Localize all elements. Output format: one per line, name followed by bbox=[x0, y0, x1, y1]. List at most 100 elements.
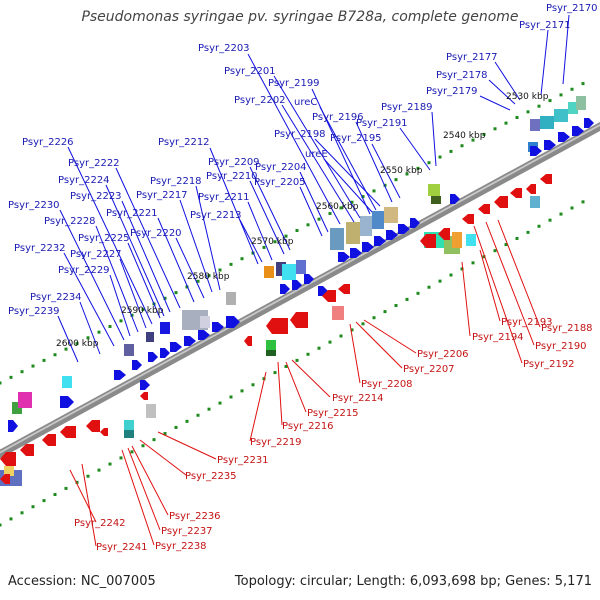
forward-gene-label: Psyr_2217 bbox=[136, 190, 188, 201]
forward-gene-label: Psyr_2189 bbox=[381, 102, 433, 113]
reverse-gene-arrow bbox=[86, 420, 100, 432]
tick-mark-inner bbox=[449, 273, 453, 277]
tick-mark-inner bbox=[295, 358, 299, 362]
forward-leader-line bbox=[121, 200, 171, 313]
forward-gene-arrow bbox=[160, 348, 170, 358]
reverse-gene-label: Psyr_2193 bbox=[501, 317, 553, 328]
feature-box bbox=[266, 350, 276, 356]
tick-mark-outer bbox=[449, 149, 453, 153]
forward-leader-line bbox=[119, 258, 147, 329]
feature-box bbox=[346, 222, 360, 244]
tick-mark-inner bbox=[141, 444, 145, 448]
tick-marks bbox=[0, 82, 585, 527]
genome-title: Pseudomonas syringae pv. syringae B728a,… bbox=[81, 9, 519, 25]
tick-mark-outer bbox=[130, 313, 134, 317]
feature-box bbox=[12, 402, 22, 414]
tick-mark-outer bbox=[229, 262, 233, 266]
forward-leader-line bbox=[57, 315, 79, 363]
reverse-gene-label: Psyr_2192 bbox=[523, 359, 575, 370]
tick-mark-outer bbox=[493, 127, 497, 131]
feature-box bbox=[360, 216, 372, 236]
forward-leader-line bbox=[63, 252, 115, 347]
reverse-gene-arrow bbox=[420, 234, 436, 248]
tick-mark-outer bbox=[31, 364, 35, 368]
tick-mark-outer bbox=[339, 206, 343, 210]
tick-mark-inner bbox=[416, 291, 420, 295]
tick-mark-outer bbox=[317, 217, 321, 221]
gene-labels: Psyr_2170 Psyr_2171 Psyr_2177 Psyr_2178 Psyr… bbox=[8, 3, 598, 553]
tick-mark-inner bbox=[526, 230, 530, 234]
forward-gene-label: Psyr_2191 bbox=[356, 118, 408, 129]
tick-mark-outer bbox=[548, 99, 552, 103]
tick-mark-inner bbox=[537, 224, 541, 228]
tick-mark-inner bbox=[0, 523, 2, 527]
tick-mark-inner bbox=[97, 468, 101, 472]
tick-mark-inner bbox=[438, 279, 442, 283]
reverse-leader-line bbox=[473, 225, 523, 364]
forward-leader-line bbox=[195, 185, 221, 291]
tick-mark-outer bbox=[460, 144, 464, 148]
tick-mark-outer bbox=[20, 370, 24, 374]
reverse-gene-arrow bbox=[60, 426, 76, 438]
reverse-gene-arrow bbox=[540, 174, 552, 184]
tick-mark-outer bbox=[185, 285, 189, 289]
reverse-gene-arrow bbox=[526, 184, 536, 194]
forward-gene-label: Psyr_2198 bbox=[274, 129, 326, 140]
reverse-gene-label: Psyr_2206 bbox=[417, 349, 469, 360]
tick-mark-inner bbox=[460, 267, 464, 271]
tick-mark-inner bbox=[251, 383, 255, 387]
reverse-gene-label: Psyr_2208 bbox=[361, 379, 413, 390]
tick-mark-inner bbox=[515, 236, 519, 240]
reverse-leader-line bbox=[363, 319, 417, 354]
kbp-label: 2540 kbp bbox=[443, 131, 486, 141]
reverse-leader-line bbox=[355, 321, 403, 369]
reverse-gene-arrow bbox=[100, 428, 108, 436]
tick-mark-inner bbox=[317, 346, 321, 350]
tick-mark-outer bbox=[328, 212, 332, 216]
feature-box bbox=[62, 376, 72, 388]
tick-mark-outer bbox=[240, 257, 244, 261]
reverse-gene-arrow bbox=[438, 228, 450, 240]
accession-text: Accession: NC_007005 bbox=[8, 574, 156, 589]
tick-mark-inner bbox=[504, 243, 508, 247]
tick-mark-inner bbox=[240, 389, 244, 393]
forward-gene-label: Psyr_2201 bbox=[224, 66, 276, 77]
forward-leader-line bbox=[239, 219, 263, 263]
tick-mark-outer bbox=[504, 121, 508, 125]
forward-leader-line bbox=[249, 166, 291, 251]
reverse-gene-arrow bbox=[266, 318, 288, 334]
forward-gene-label: Psyr_2202 bbox=[234, 95, 286, 106]
forward-leader-line bbox=[314, 138, 381, 207]
feature-box bbox=[554, 109, 568, 122]
reverse-leader-line bbox=[285, 361, 307, 413]
forward-leader-line bbox=[175, 237, 205, 299]
reverse-leader-line bbox=[497, 219, 541, 328]
forward-gene-arrow bbox=[410, 218, 420, 228]
reverse-gene-label: Psyr_2237 bbox=[161, 526, 213, 537]
forward-gene-label: Psyr_2210 bbox=[206, 171, 258, 182]
forward-gene-label: Psyr_2209 bbox=[208, 157, 260, 168]
tick-mark-inner bbox=[372, 316, 376, 320]
tick-mark-outer bbox=[42, 358, 46, 362]
feature-box bbox=[276, 262, 286, 276]
forward-gene-arrow bbox=[132, 360, 142, 370]
forward-leader-line bbox=[323, 158, 373, 213]
forward-gene-label: Psyr_2177 bbox=[446, 52, 498, 63]
tick-mark-inner bbox=[383, 310, 387, 314]
feature-box bbox=[4, 466, 14, 476]
tick-mark-outer bbox=[262, 245, 266, 249]
forward-gene-arrow bbox=[374, 236, 386, 246]
forward-leader-line bbox=[115, 167, 181, 309]
forward-gene-label: Psyr_2204 bbox=[255, 162, 307, 173]
forward-gene-arrow bbox=[198, 330, 210, 340]
forward-gene-arrow bbox=[304, 274, 314, 284]
feature-box bbox=[530, 196, 540, 208]
forward-leader-line bbox=[431, 111, 437, 167]
tick-mark-outer bbox=[75, 341, 79, 345]
forward-gene-label: Psyr_2239 bbox=[8, 306, 60, 317]
feature-box bbox=[428, 184, 440, 196]
topology-summary: Topology: circular; Length: 6,093,698 bp… bbox=[234, 574, 592, 589]
tick-mark-inner bbox=[42, 499, 46, 503]
tick-mark-inner bbox=[207, 407, 211, 411]
